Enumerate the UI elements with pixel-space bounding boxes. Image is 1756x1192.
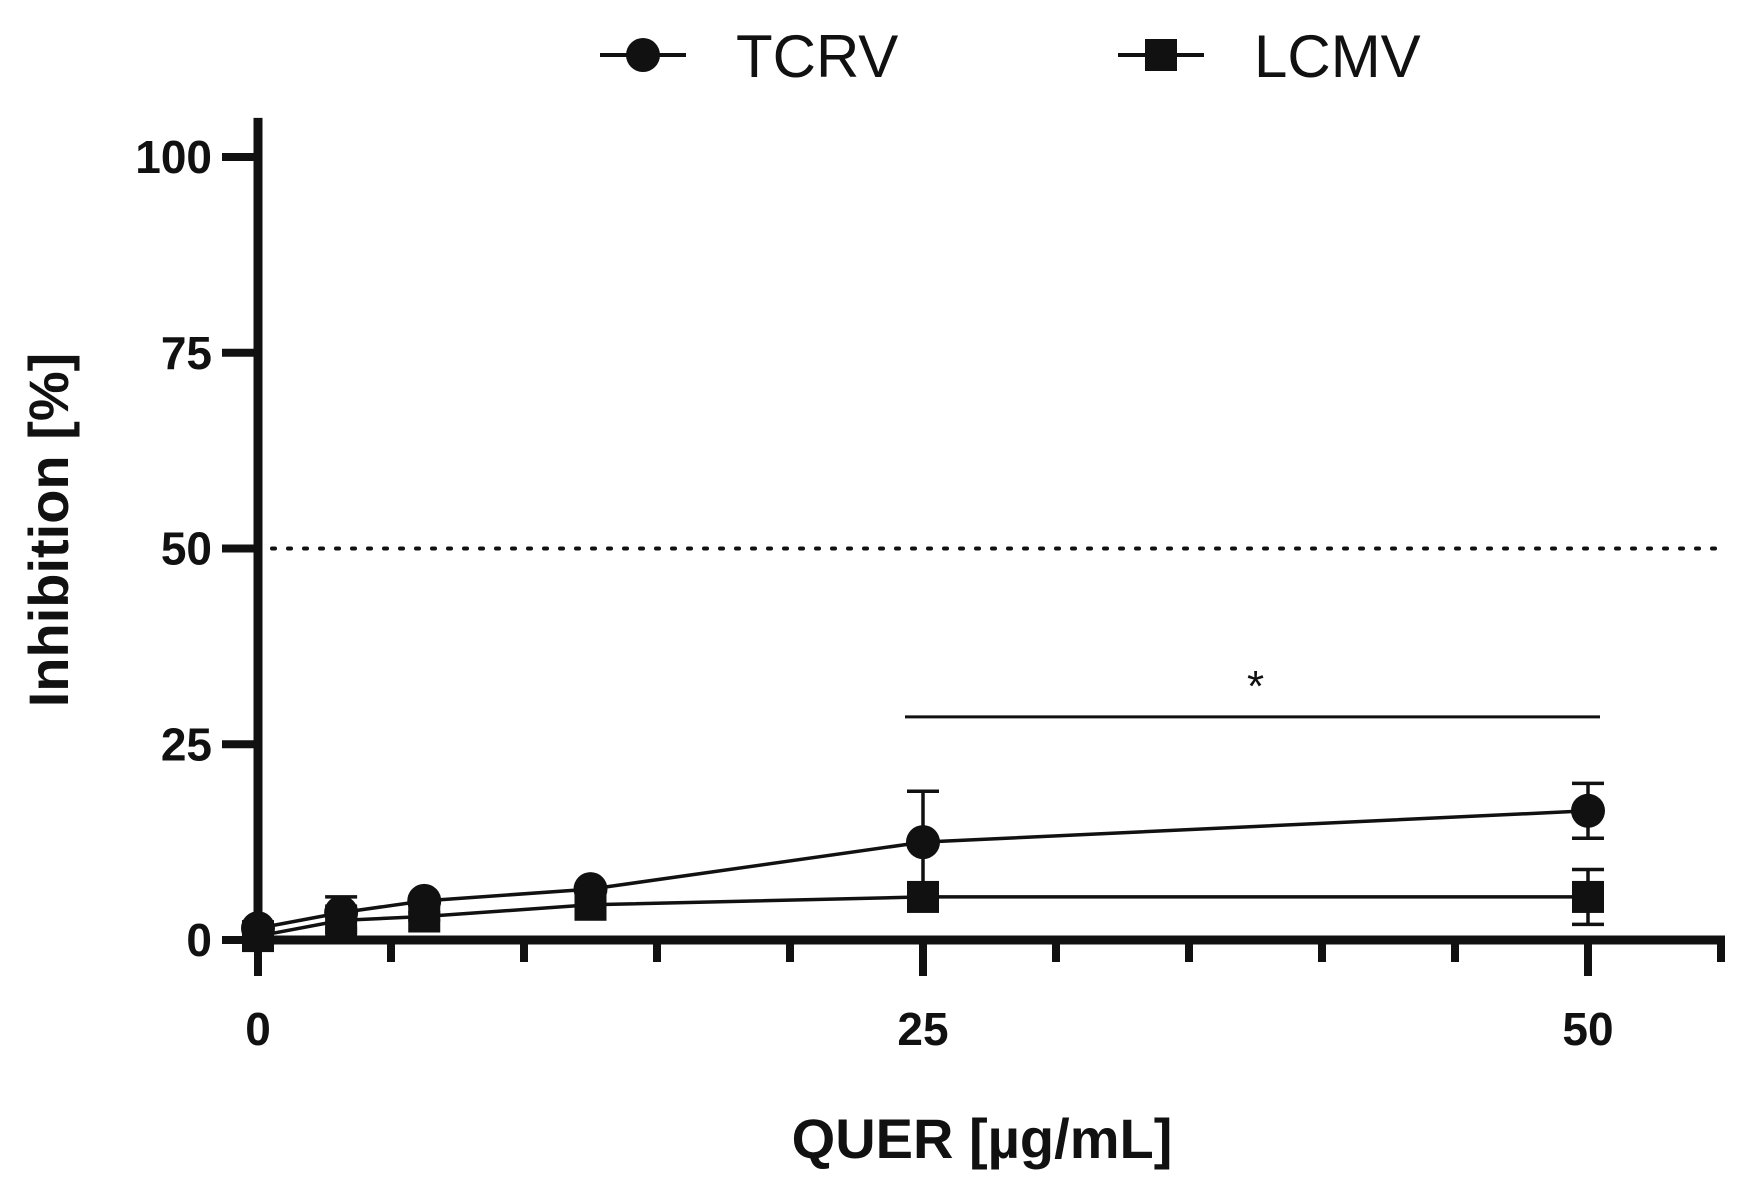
x-tick-label: 25 xyxy=(897,1003,948,1055)
data-point-lcmv xyxy=(1572,880,1604,913)
y-axis-title: Inhibition [%] xyxy=(17,353,80,708)
annotation-layer: * xyxy=(905,662,1600,719)
legend-marker-tcrv xyxy=(626,38,660,72)
data-point-lcmv xyxy=(907,880,939,913)
legend-item-tcrv: TCRV xyxy=(600,23,898,90)
series-lcmv xyxy=(242,867,1604,953)
series-layer xyxy=(241,781,1605,953)
x-tick-label: 0 xyxy=(245,1003,271,1055)
legend: TCRV LCMV xyxy=(600,23,1421,90)
legend-marker-lcmv xyxy=(1145,39,1177,71)
data-point-lcmv xyxy=(408,900,441,933)
y-tick-label: 100 xyxy=(135,131,212,183)
data-point-lcmv xyxy=(242,920,274,953)
legend-item-lcmv: LCMV xyxy=(1118,23,1421,90)
data-point-lcmv xyxy=(574,888,607,921)
data-point-tcrv xyxy=(1571,793,1605,828)
legend-label: LCMV xyxy=(1254,23,1421,90)
axes: 0 25 50 75 100 0 25 50 xyxy=(135,117,1725,1055)
x-axis-title: QUER [µg/mL] xyxy=(792,1107,1173,1170)
y-tick-label: 0 xyxy=(186,914,212,966)
y-tick-label: 50 xyxy=(161,523,212,575)
legend-label: TCRV xyxy=(736,23,898,90)
series-tcrv xyxy=(241,781,1605,946)
y-tick-label: 75 xyxy=(161,327,212,379)
x-tick-label: 50 xyxy=(1562,1003,1613,1055)
significance-star: * xyxy=(1247,662,1264,711)
y-tick-label: 25 xyxy=(161,718,212,770)
data-point-lcmv xyxy=(325,904,358,937)
data-point-tcrv xyxy=(906,825,940,860)
